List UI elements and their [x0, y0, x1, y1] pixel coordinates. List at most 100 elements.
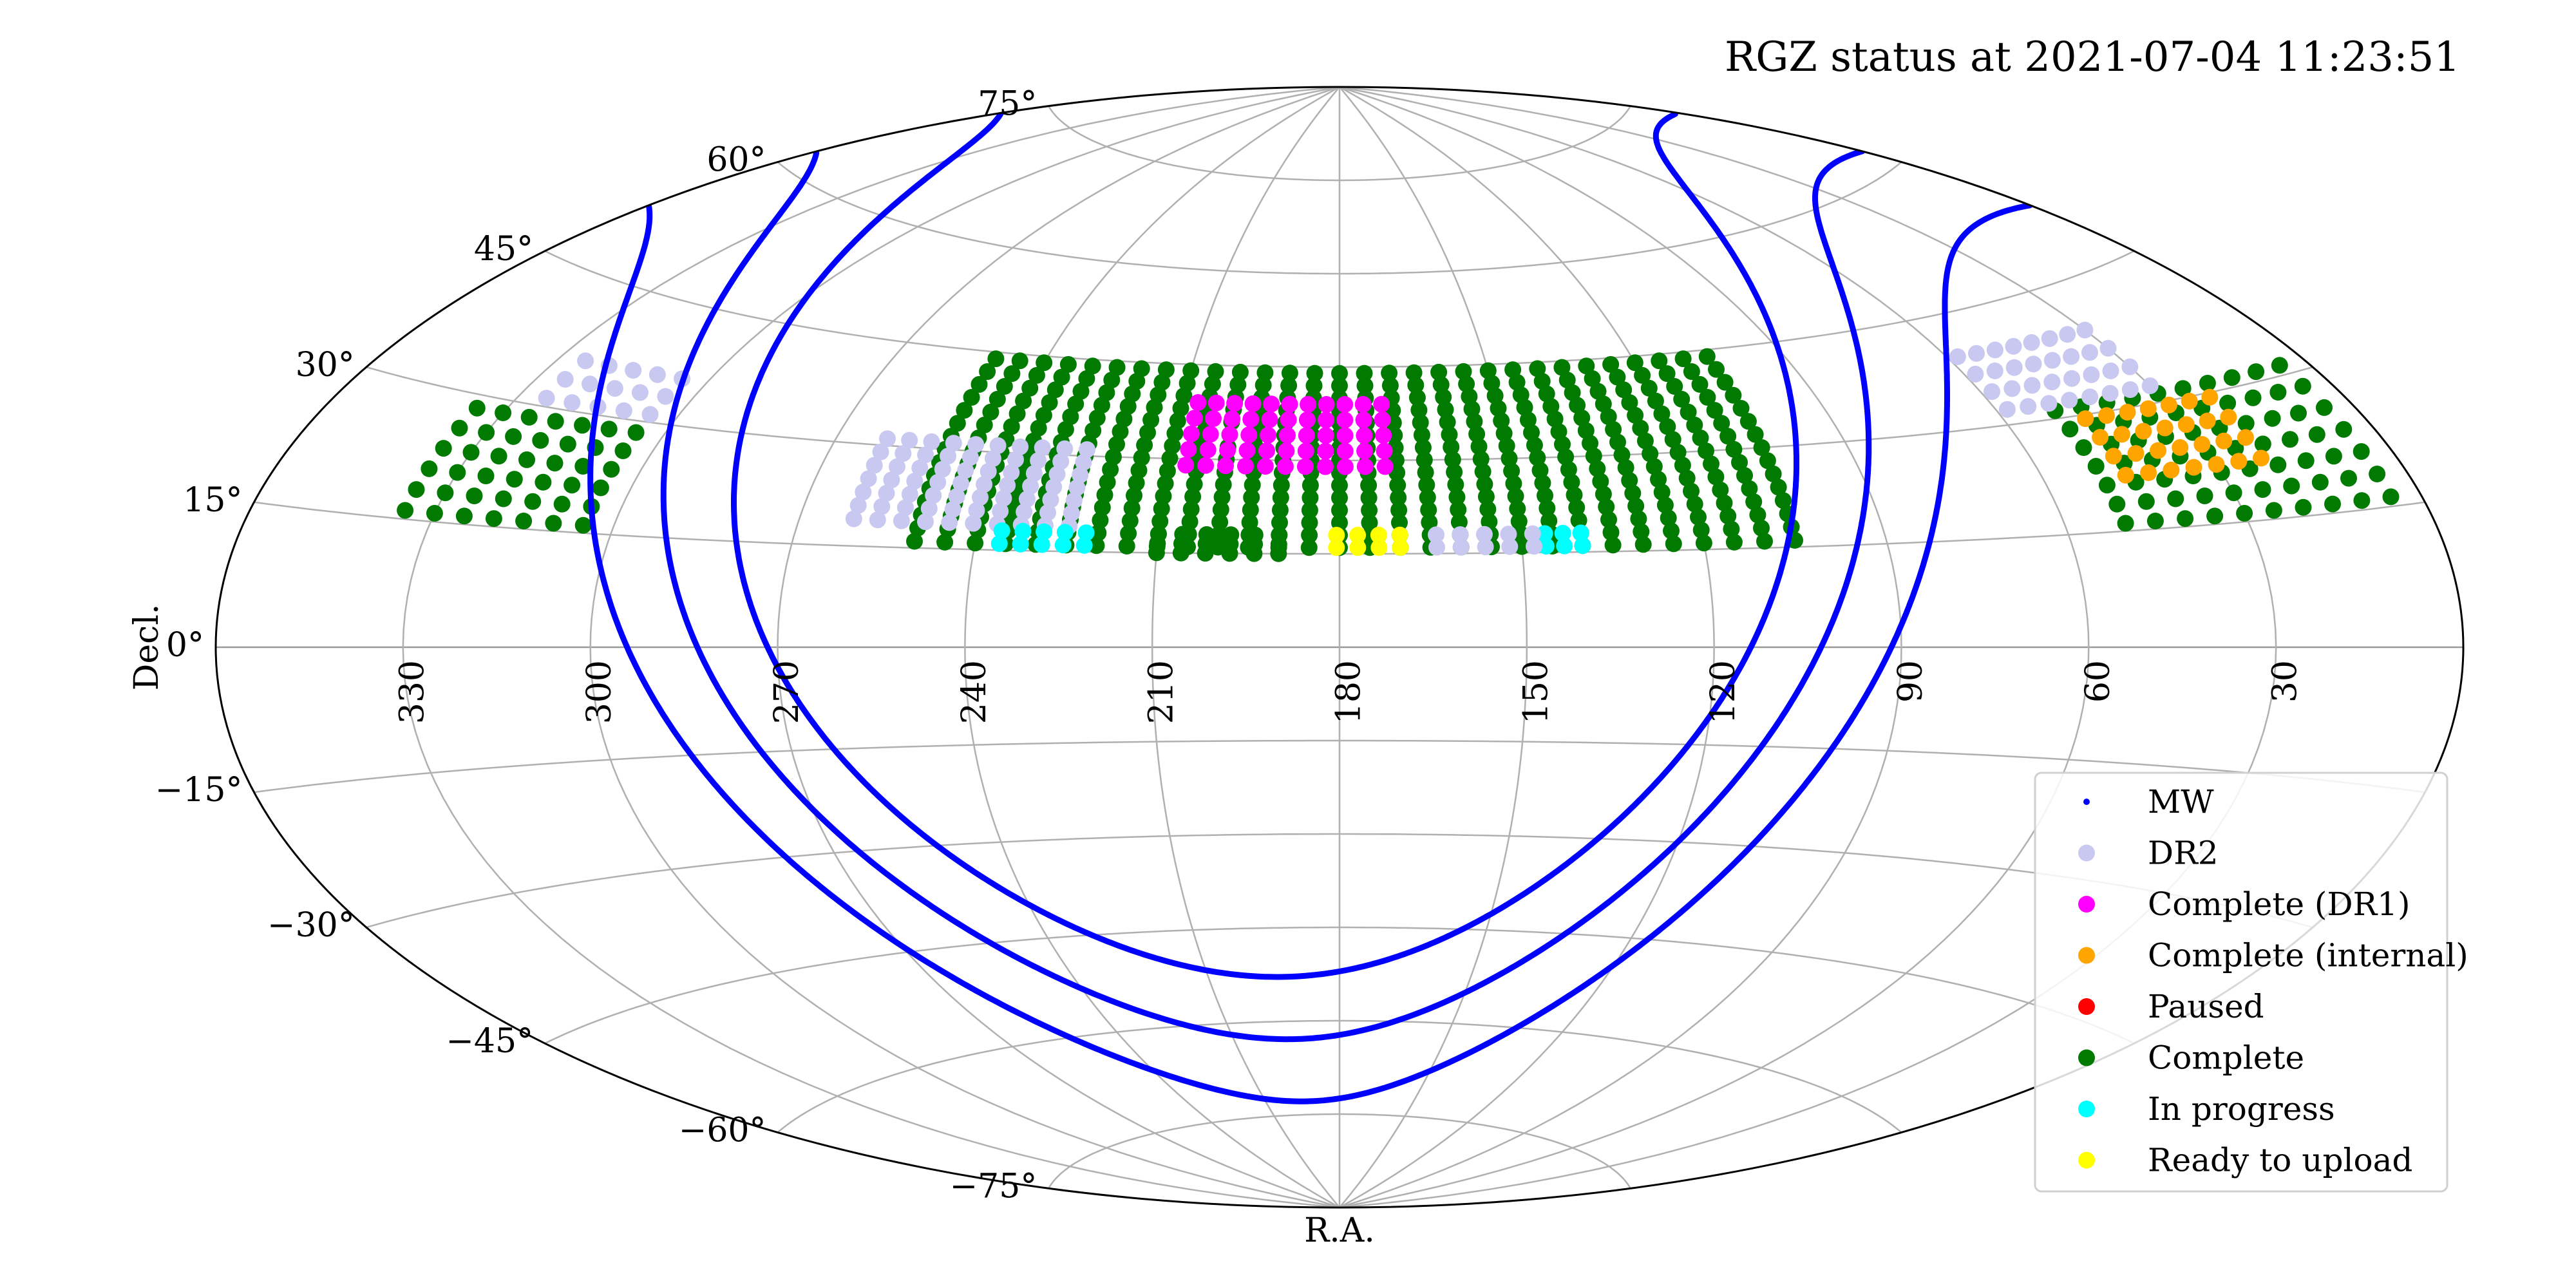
field-point [2023, 334, 2040, 351]
field-point [1059, 355, 1077, 373]
field-point [1468, 426, 1486, 442]
field-point [1560, 461, 1577, 478]
field-point [1546, 410, 1564, 428]
field-point [1281, 395, 1298, 413]
legend-label: MW [2148, 783, 2214, 820]
field-point [925, 487, 942, 504]
field-point [1208, 394, 1225, 412]
ra-tick-label: 60 [2079, 660, 2117, 703]
field-point [1317, 427, 1334, 444]
field-point [2105, 448, 2122, 465]
ra-gridline [1151, 86, 1340, 1208]
field-point [1389, 477, 1406, 494]
field-point [421, 460, 438, 477]
field-point [2193, 436, 2211, 453]
field-point [2043, 352, 2061, 369]
field-point [906, 473, 923, 490]
legend-marker [2078, 1049, 2095, 1066]
field-point [1189, 394, 1207, 411]
field-point [2294, 377, 2311, 395]
field-point [1015, 392, 1032, 410]
field-point [1119, 398, 1137, 415]
field-point [1271, 502, 1289, 519]
field-point [2121, 381, 2139, 398]
field-point [1118, 538, 1135, 554]
field-point [1296, 458, 1314, 475]
field-point [2146, 513, 2164, 529]
field-point [2020, 398, 2037, 415]
field-point [1686, 495, 1703, 513]
legend-label: In progress [2148, 1090, 2335, 1128]
field-point [1139, 424, 1156, 441]
field-point [1331, 489, 1348, 506]
field-point [1271, 526, 1288, 544]
field-point [945, 435, 962, 452]
field-point [2236, 505, 2253, 522]
field-point [845, 510, 862, 527]
field-point [641, 406, 659, 423]
field-point [1529, 449, 1546, 466]
field-point [1634, 536, 1652, 553]
dec-tick-label: 60° [706, 141, 766, 180]
field-point [901, 431, 918, 449]
field-point [2254, 435, 2271, 453]
field-point [999, 477, 1016, 494]
field-point [1306, 365, 1323, 382]
field-point [1199, 441, 1217, 459]
field-point [2316, 399, 2333, 416]
field-point [897, 499, 914, 516]
field-point [1159, 462, 1176, 480]
field-point [1647, 392, 1664, 410]
field-point [2248, 363, 2265, 381]
field-point [1708, 361, 1725, 378]
field-point [1016, 503, 1033, 520]
field-point [1747, 426, 1764, 443]
field-point [1300, 539, 1318, 556]
field-point [1510, 513, 1528, 530]
field-point [1564, 384, 1581, 401]
dec-tick-label: −15° [155, 771, 243, 810]
ra-gridline [777, 86, 1340, 1209]
milky-way-lines [587, 110, 2033, 1104]
field-point [1124, 385, 1141, 402]
field-point [535, 473, 552, 491]
field-point [1120, 525, 1137, 542]
field-point [1495, 424, 1513, 442]
field-point [574, 417, 591, 434]
field-point [984, 450, 1001, 467]
field-point [2219, 394, 2237, 412]
field-point [1699, 389, 1716, 406]
field-point [1577, 422, 1595, 439]
field-point [397, 502, 414, 519]
field-point [1112, 423, 1129, 440]
field-point [485, 510, 502, 527]
field-point [1745, 493, 1763, 511]
field-point [2081, 344, 2098, 361]
field-point [1739, 413, 1757, 430]
field-point [574, 458, 592, 475]
field-point [893, 512, 910, 529]
field-point [437, 484, 454, 502]
field-point [1164, 437, 1181, 455]
field-point [1150, 526, 1167, 543]
field-point [1182, 362, 1200, 379]
field-point [1057, 421, 1074, 438]
field-point [1475, 526, 1493, 543]
field-point [1123, 500, 1141, 517]
field-point [495, 404, 512, 421]
field-point [1331, 502, 1348, 519]
field-point [2215, 432, 2233, 450]
field-point [1302, 477, 1319, 494]
ra-tick-label: 30 [2266, 660, 2305, 703]
field-point [1088, 409, 1106, 426]
field-point [2353, 443, 2370, 460]
field-point [1640, 379, 1658, 397]
field-point [449, 464, 466, 481]
field-point [1072, 383, 1090, 400]
field-point [2063, 348, 2080, 365]
field-point [1244, 477, 1261, 493]
field-point [1219, 442, 1236, 459]
field-point [972, 489, 989, 506]
field-point [1242, 411, 1260, 428]
field-point [1604, 536, 1622, 554]
